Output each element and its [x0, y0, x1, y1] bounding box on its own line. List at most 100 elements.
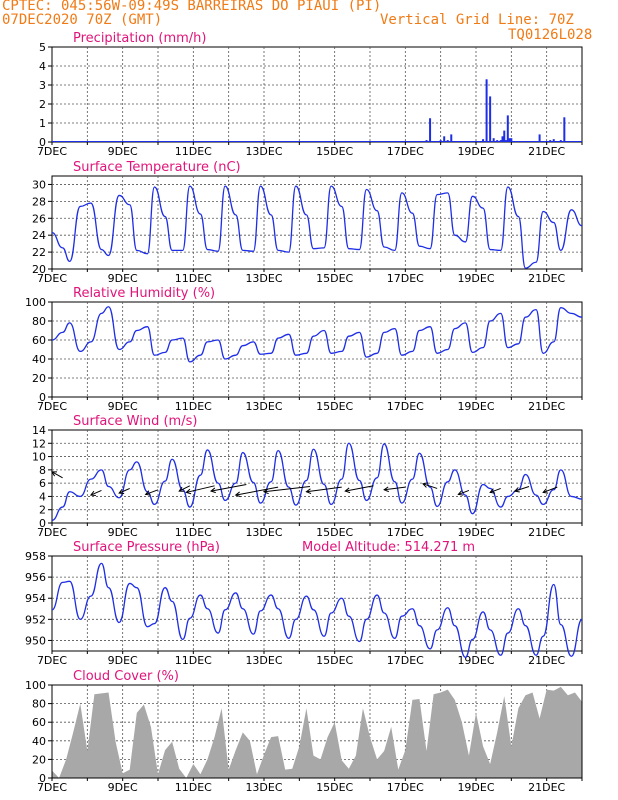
wind-vector-arrowhead	[542, 488, 549, 494]
cloud-xtick-label: 13DEC	[245, 781, 282, 794]
precipitation-bar	[552, 139, 555, 142]
wind-vector-arrow	[90, 489, 102, 496]
wind-vector-arrowhead	[305, 488, 312, 495]
wind-vector-arrow	[186, 485, 215, 493]
wind-vector-arrowhead	[185, 488, 192, 495]
temperature-series-line	[51, 185, 583, 269]
precipitation-bar	[496, 140, 499, 142]
precipitation-xtick-label: 7DEC	[37, 145, 67, 158]
wind-vector-arrowhead	[383, 486, 389, 493]
precipitation-bar	[429, 118, 432, 142]
temperature-title: Surface Temperature (nC)	[73, 160, 241, 175]
wind-ytick-label: 12	[32, 437, 46, 450]
pressure-xtick-label: 13DEC	[245, 654, 282, 667]
precipitation-bar	[549, 140, 552, 142]
wind-title: Surface Wind (m/s)	[73, 414, 197, 429]
humidity-ytick-label: 0	[39, 391, 46, 404]
humidity-ytick-label: 40	[32, 353, 46, 366]
precipitation-bar	[439, 140, 442, 142]
precipitation-ytick-label: 3	[39, 79, 46, 92]
header-model-id: TQ0126L028	[508, 27, 593, 43]
precipitation-xtick-label: 9DEC	[108, 145, 138, 158]
precipitation-bar	[563, 117, 566, 142]
humidity-ytick-label: 20	[32, 372, 46, 385]
cloud-ytick-label: 0	[39, 772, 46, 785]
temperature-ytick-label: 30	[32, 178, 46, 191]
wind-vector-arrow	[542, 486, 558, 493]
temperature-frame	[51, 175, 583, 270]
wind-vector-arrowhead	[422, 482, 429, 488]
pressure-ytick-label: 954	[25, 592, 46, 605]
pressure-xtick-label: 21DEC	[528, 654, 565, 667]
temperature-xtick-label: 11DEC	[175, 272, 212, 285]
wind-vector-arrow	[235, 486, 279, 496]
cloud-ytick-label: 40	[32, 735, 46, 748]
pressure-ytick-label: 958	[25, 550, 46, 563]
cloud-ytick-label: 60	[32, 716, 46, 729]
wind-ytick-label: 6	[39, 477, 46, 490]
wind-xtick-label: 19DEC	[457, 526, 494, 539]
precipitation-bar	[503, 130, 506, 142]
humidity-xtick-label: 13DEC	[245, 400, 282, 413]
humidity-ytick-label: 60	[32, 334, 46, 347]
precipitation-bar	[545, 141, 548, 142]
precipitation-bar	[538, 134, 541, 142]
wind-vector-arrow	[118, 487, 130, 494]
wind-xtick-label: 17DEC	[387, 526, 424, 539]
temperature-xtick-label: 15DEC	[316, 272, 353, 285]
pressure-xtick-label: 7DEC	[37, 654, 67, 667]
pressure-xtick-label: 19DEC	[457, 654, 494, 667]
wind-ytick-label: 2	[39, 504, 46, 517]
humidity-xtick-label: 7DEC	[37, 400, 67, 413]
cloud-xtick-label: 19DEC	[457, 781, 494, 794]
humidity-xtick-label: 19DEC	[457, 400, 494, 413]
precipitation-ytick-label: 0	[39, 136, 46, 149]
wind-vector-arrowhead	[457, 490, 464, 496]
wind-xtick-label: 11DEC	[175, 526, 212, 539]
header-source: CPTEC: 045:56W-09:49S BARREIRAS DO PIAUI…	[2, 0, 382, 14]
precipitation-bar	[443, 136, 446, 142]
wind-vector-arrow	[178, 485, 191, 492]
temperature-ytick-label: 20	[32, 263, 46, 276]
humidity-xtick-label: 15DEC	[316, 400, 353, 413]
wind-vector-arrow	[458, 489, 470, 495]
wind-vector-arrow	[210, 483, 247, 492]
precipitation-bar	[425, 140, 428, 142]
cloud-xtick-label: 15DEC	[316, 781, 353, 794]
temperature-xtick-label: 21DEC	[528, 272, 565, 285]
precipitation-bar	[508, 138, 511, 142]
wind-series-line	[51, 442, 583, 521]
pressure-xtick-label: 11DEC	[175, 654, 212, 667]
precipitation-xtick-label: 17DEC	[387, 145, 424, 158]
wind-vector-arrowhead	[118, 488, 125, 495]
cloud-ytick-label: 100	[25, 679, 46, 692]
wind-vector-arrowhead	[178, 486, 185, 492]
temperature-ytick-label: 26	[32, 212, 46, 225]
precipitation-bar	[450, 134, 453, 142]
wind-vector-arrowhead	[513, 487, 520, 493]
wind-xtick-label: 7DEC	[37, 526, 67, 539]
precipitation-bar	[556, 141, 559, 142]
wind-vector-arrow	[306, 486, 342, 493]
wind-vector-arrow	[263, 485, 310, 493]
wind-vector-arrow	[514, 485, 530, 492]
cloud-title: Cloud Cover (%)	[73, 669, 179, 684]
precipitation-bar	[446, 140, 449, 142]
humidity-xtick-label: 9DEC	[108, 400, 138, 413]
precipitation-bar	[505, 140, 508, 142]
cloud-xtick-label: 9DEC	[108, 781, 138, 794]
header-grid-note: Vertical Grid Line: 70Z	[380, 12, 574, 28]
wind-ytick-label: 0	[39, 517, 46, 530]
precipitation-bar	[499, 140, 502, 142]
precipitation-ytick-label: 4	[39, 60, 46, 73]
cloud-ytick-label: 20	[32, 753, 46, 766]
humidity-title: Relative Humidity (%)	[73, 286, 215, 301]
wind-vector-arrow	[51, 471, 63, 479]
precipitation-frame	[51, 46, 583, 143]
temperature-ytick-label: 24	[32, 229, 46, 242]
pressure-ytick-label: 952	[25, 613, 46, 626]
humidity-ytick-label: 100	[25, 296, 46, 309]
wind-vector-arrow	[422, 483, 438, 489]
